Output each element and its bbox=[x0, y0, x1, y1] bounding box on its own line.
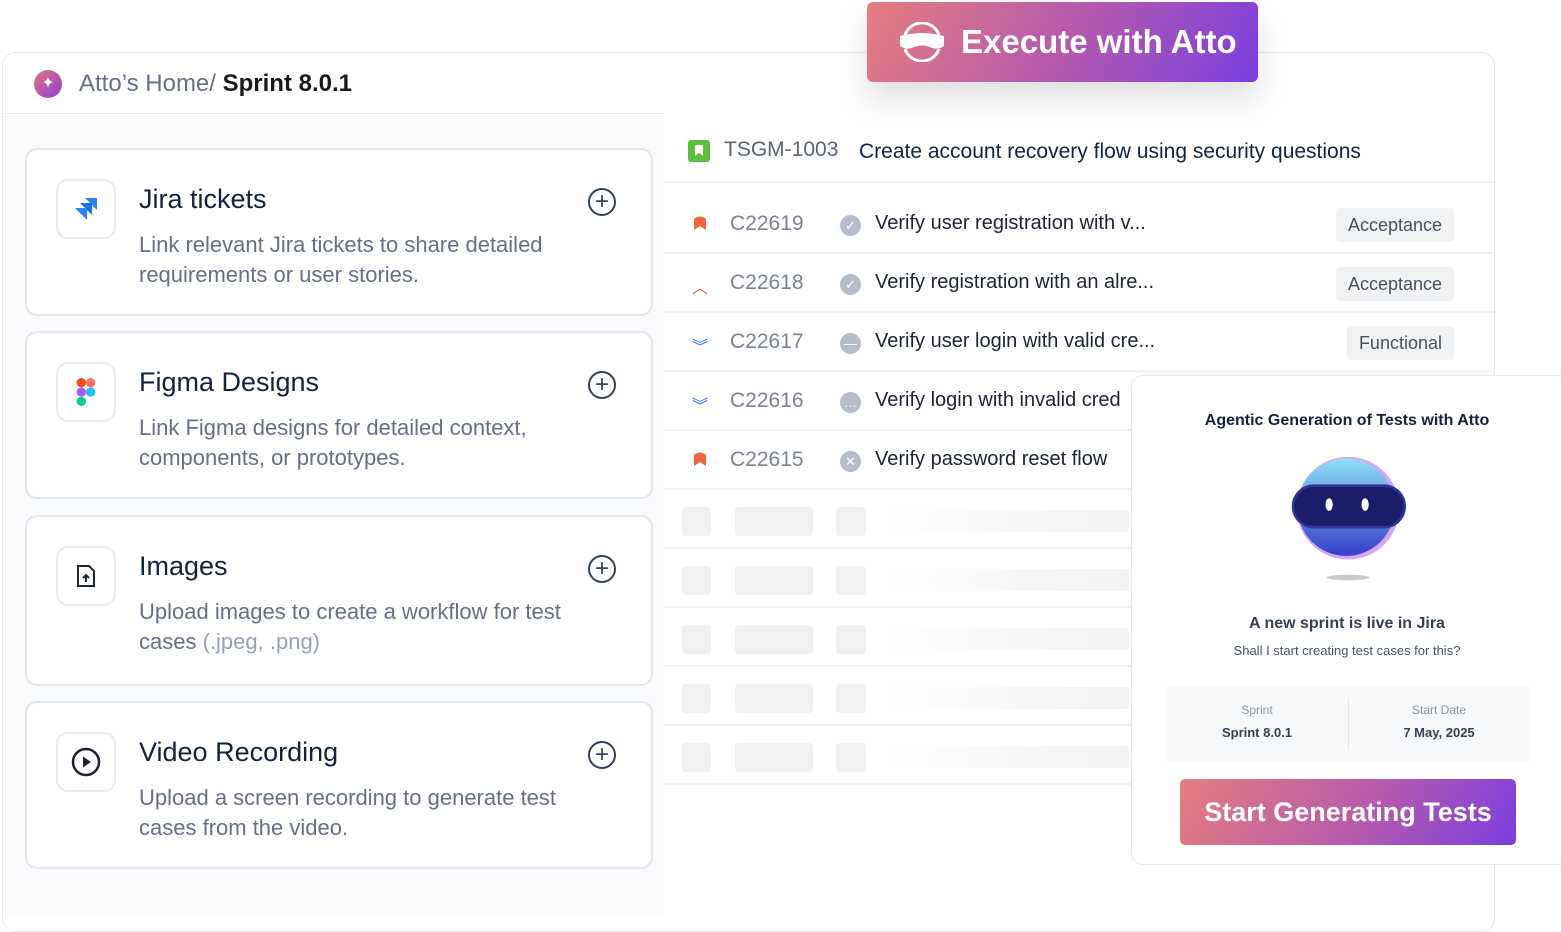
skeleton-row bbox=[664, 608, 1494, 667]
header bbox=[2, 52, 664, 114]
test-case-id: C22619 bbox=[730, 212, 804, 235]
priority-highest-icon bbox=[690, 451, 710, 471]
play-circle-icon bbox=[56, 732, 116, 792]
card-description: Link relevant Jira tickets to share deta… bbox=[139, 232, 543, 287]
execute-with-atto-button[interactable]: Execute with Atto bbox=[867, 2, 1258, 82]
status-blocked-icon: — bbox=[840, 333, 861, 354]
test-case-title: Verify registration with an alre... bbox=[875, 271, 1155, 293]
test-type-tag: Acceptance bbox=[1335, 208, 1454, 242]
skeleton-row bbox=[664, 667, 1494, 726]
card-heading: Agentic Generation of Tests with Atto bbox=[1204, 412, 1490, 429]
card-title: Video Recording bbox=[139, 737, 339, 767]
divider bbox=[1348, 698, 1349, 750]
breadcrumb-current: Sprint 8.0.1 bbox=[222, 70, 352, 97]
test-case-row[interactable]: C22615 ✕ Verify password reset flow bbox=[664, 431, 1494, 490]
test-case-id: C22618 bbox=[730, 271, 804, 294]
breadcrumb-parent[interactable]: Atto’s Home/ bbox=[79, 70, 216, 97]
story-icon bbox=[688, 140, 710, 162]
test-type-tag: Acceptance bbox=[1335, 267, 1454, 301]
test-case-id: C22616 bbox=[730, 389, 804, 412]
priority-low-icon: ︾ bbox=[691, 339, 708, 356]
test-type-tag: Functional bbox=[1346, 326, 1454, 360]
status-in-progress-icon: … bbox=[840, 392, 861, 413]
sprint-label: Sprint bbox=[1241, 703, 1273, 717]
card-title: Images bbox=[139, 551, 228, 581]
add-icon[interactable]: + bbox=[588, 371, 616, 399]
file-upload-icon bbox=[56, 546, 116, 606]
start-generating-tests-button[interactable]: Start Generating Tests bbox=[1180, 779, 1516, 845]
source-card-figma[interactable]: Figma Designs Link Figma designs for det… bbox=[25, 331, 653, 499]
test-case-id: C22617 bbox=[730, 330, 804, 353]
test-case-row[interactable]: ︾ C22616 … Verify login with invalid cre… bbox=[664, 372, 1494, 431]
skeleton-row bbox=[664, 490, 1494, 549]
source-card-images[interactable]: Images Upload images to create a workflo… bbox=[25, 515, 653, 686]
jira-icon bbox=[56, 179, 116, 239]
agentic-generation-card: Agentic Generation of Tests with Atto A … bbox=[1131, 375, 1561, 865]
skeleton-row bbox=[664, 726, 1494, 785]
card-description: Upload a screen recording to generate te… bbox=[139, 785, 557, 840]
sprint-info: Sprint Sprint 8.0.1 Start Date 7 May, 2025 bbox=[1166, 686, 1530, 762]
add-icon[interactable]: + bbox=[588, 555, 616, 583]
ticket-id: TSGM-1003 bbox=[724, 138, 839, 161]
test-case-row[interactable]: ︿ C22618 ✓ Verify registration with an a… bbox=[664, 254, 1494, 313]
add-icon[interactable]: + bbox=[588, 741, 616, 769]
breadcrumb: Atto’s Home/ Sprint 8.0.1 bbox=[79, 70, 352, 98]
status-failed-icon: ✕ bbox=[840, 451, 861, 472]
test-case-title: Verify login with invalid cred bbox=[875, 389, 1121, 411]
execute-label: Execute with Atto bbox=[961, 23, 1237, 60]
test-case-row[interactable]: ︾ C22617 — Verify user login with valid … bbox=[664, 313, 1494, 372]
status-passed-icon: ✓ bbox=[840, 274, 861, 295]
ticket-header[interactable]: TSGM-1003 Create account recovery flow u… bbox=[664, 130, 1494, 183]
atto-robot-icon bbox=[1291, 456, 1407, 581]
figma-icon bbox=[56, 362, 116, 422]
atto-visor-icon bbox=[900, 22, 944, 62]
sprint-live-message: A new sprint is live in Jira bbox=[1249, 615, 1445, 632]
sprint-value: Sprint 8.0.1 bbox=[1221, 725, 1293, 740]
priority-lowest-icon: ︾ bbox=[691, 398, 708, 415]
test-case-title: Verify user login with valid cre... bbox=[875, 330, 1156, 352]
start-date-value: 7 May, 2025 bbox=[1403, 725, 1475, 740]
sprint-question: Shall I start creating test cases for th… bbox=[1233, 643, 1461, 658]
test-case-id: C22615 bbox=[730, 448, 804, 471]
source-card-jira[interactable]: Jira tickets Link relevant Jira tickets … bbox=[25, 148, 653, 316]
card-title: Figma Designs bbox=[139, 367, 320, 397]
test-case-row[interactable]: C22619 ✓ Verify user registration with v… bbox=[664, 195, 1494, 254]
card-description: Link Figma designs for detailed context,… bbox=[139, 415, 527, 470]
start-date-label: Start Date bbox=[1411, 703, 1467, 717]
add-icon[interactable]: + bbox=[588, 188, 616, 216]
test-case-title: Verify password reset flow bbox=[875, 448, 1108, 470]
priority-highest-icon bbox=[690, 215, 710, 235]
ticket-title: Create account recovery flow using secur… bbox=[859, 140, 1361, 163]
priority-high-icon: ︿ bbox=[691, 280, 708, 297]
atto-logo-icon: ✦ bbox=[34, 70, 62, 98]
card-title: Jira tickets bbox=[139, 184, 267, 214]
source-card-video[interactable]: Video Recording Upload a screen recordin… bbox=[25, 701, 653, 869]
status-passed-icon: ✓ bbox=[840, 215, 861, 236]
skeleton-row bbox=[664, 549, 1494, 608]
test-case-title: Verify user registration with v... bbox=[875, 212, 1146, 234]
card-description: Upload images to create a workflow for t… bbox=[139, 599, 561, 654]
